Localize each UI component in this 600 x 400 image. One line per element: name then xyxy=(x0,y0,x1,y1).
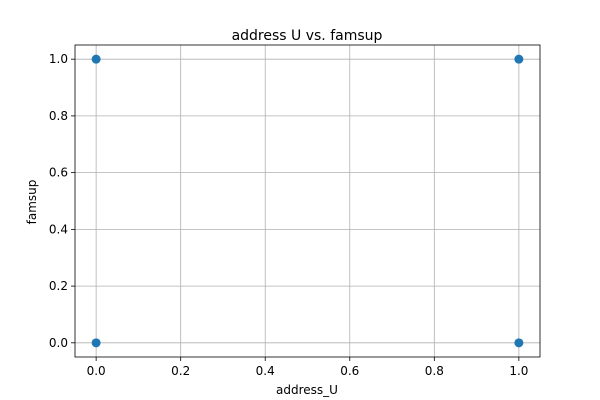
x-tick-label-1: 0.2 xyxy=(171,364,190,378)
axes-frame xyxy=(74,44,541,358)
y-tick-label-5: 1.0 xyxy=(49,52,68,66)
x-tick-label-4: 0.8 xyxy=(425,364,444,378)
y-tick-label-4: 0.8 xyxy=(49,109,68,123)
x-tick-label-5: 1.0 xyxy=(509,364,528,378)
y-tick-label-2: 0.4 xyxy=(49,222,68,236)
y-axis-label: famsup xyxy=(25,180,39,225)
plot-area: 0.0 0.2 0.4 0.6 0.8 1.0 0.0 0.2 0.4 0.6 0.8 1.0 xyxy=(49,44,541,378)
chart-title: address U vs. famsup xyxy=(232,28,383,44)
data-point-2 xyxy=(514,338,524,348)
x-tick-label-3: 0.6 xyxy=(340,364,359,378)
x-tick-label-0: 0.0 xyxy=(87,364,106,378)
data-point-3 xyxy=(514,54,524,64)
y-tick-label-3: 0.6 xyxy=(49,166,68,180)
y-tick-label-1: 0.2 xyxy=(49,279,68,293)
x-axis-label: address_U xyxy=(276,383,338,397)
data-point-0 xyxy=(91,338,101,348)
y-tick-label-0: 0.0 xyxy=(49,336,68,350)
data-point-1 xyxy=(91,54,101,64)
x-tick-label-2: 0.4 xyxy=(256,364,275,378)
